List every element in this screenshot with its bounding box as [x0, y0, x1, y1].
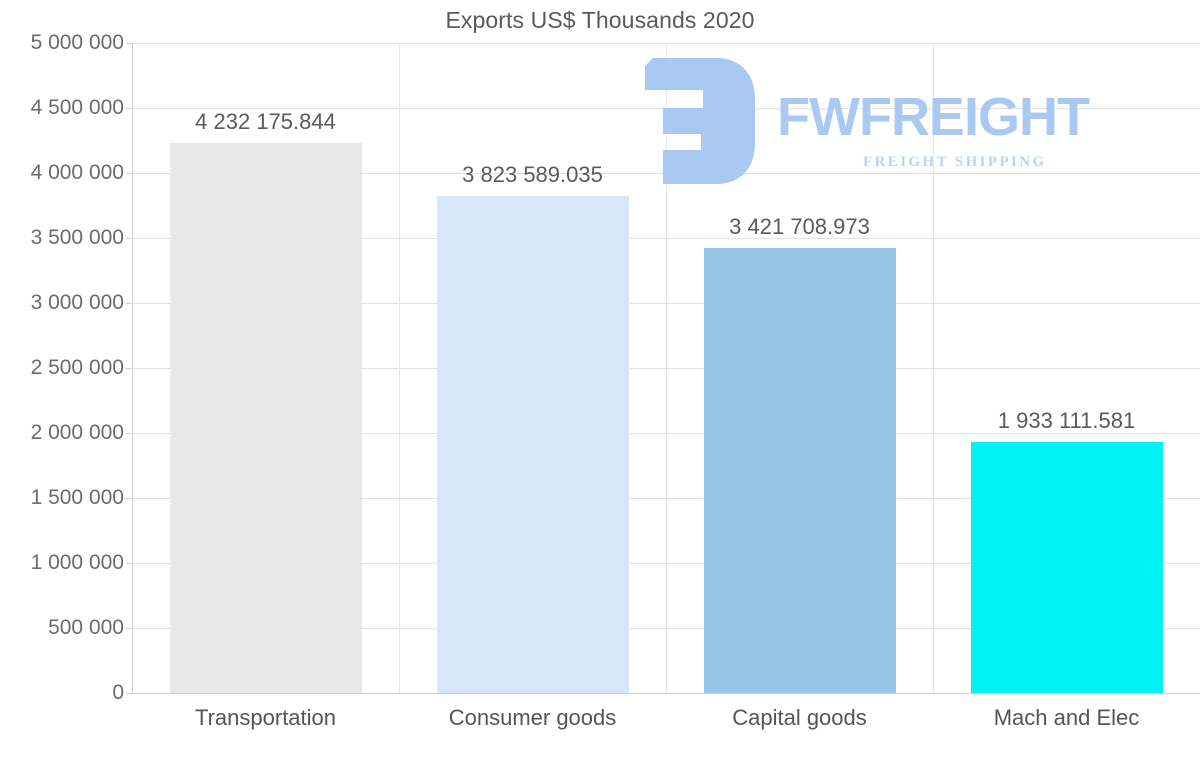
y-axis-tick-mark	[126, 433, 132, 434]
y-axis-tick-mark	[126, 303, 132, 304]
y-axis-tick-label: 4 500 000	[30, 96, 124, 119]
bar[interactable]	[970, 441, 1163, 693]
y-axis-tick-label: 500 000	[48, 616, 124, 639]
y-axis-tick-mark	[126, 498, 132, 499]
y-axis-tick-mark	[126, 238, 132, 239]
category-separator-gridline	[666, 43, 667, 693]
y-axis-tick-mark	[126, 108, 132, 109]
y-axis-tick-mark	[126, 563, 132, 564]
y-axis-tick-mark	[126, 368, 132, 369]
chart-title: Exports US$ Thousands 2020	[445, 7, 755, 33]
y-axis-tick-mark	[126, 628, 132, 629]
y-axis-tick-mark	[126, 173, 132, 174]
x-axis-tick-label: Mach and Elec	[993, 705, 1140, 730]
y-axis-tick-label: 3 000 000	[30, 291, 124, 314]
y-axis-tick-mark	[126, 693, 132, 694]
bar[interactable]	[703, 248, 896, 693]
bar[interactable]	[436, 195, 629, 693]
category-separator-gridline	[399, 43, 400, 693]
x-axis-line	[132, 693, 1200, 694]
bar-value-label: 1 933 111.581	[997, 407, 1136, 433]
bar-value-label: 4 232 175.844	[195, 108, 336, 134]
y-axis-tick-label: 1 000 000	[30, 551, 124, 574]
y-axis-tick-label: 2 500 000	[30, 356, 124, 379]
x-axis-tick-label: Consumer goods	[448, 705, 617, 730]
bar-value-label: 3 421 708.973	[729, 214, 870, 240]
y-axis-tick-label: 4 000 000	[30, 161, 124, 184]
category-separator-gridline	[933, 43, 934, 693]
y-axis-tick-label: 0	[112, 681, 124, 704]
bar[interactable]	[169, 142, 362, 693]
y-axis-tick-label: 2 000 000	[30, 421, 124, 444]
y-axis-tick-label: 3 500 000	[30, 226, 124, 249]
x-axis-tick-label: Transportation	[194, 705, 337, 730]
y-axis-tick-mark	[126, 43, 132, 44]
x-axis-tick-label: Capital goods	[732, 705, 867, 730]
y-axis-tick-label: 5 000 000	[30, 31, 124, 54]
bar-value-label: 3 823 589.035	[462, 161, 603, 187]
y-axis-tick-label: 1 500 000	[30, 486, 124, 509]
plot-area	[132, 43, 1200, 693]
